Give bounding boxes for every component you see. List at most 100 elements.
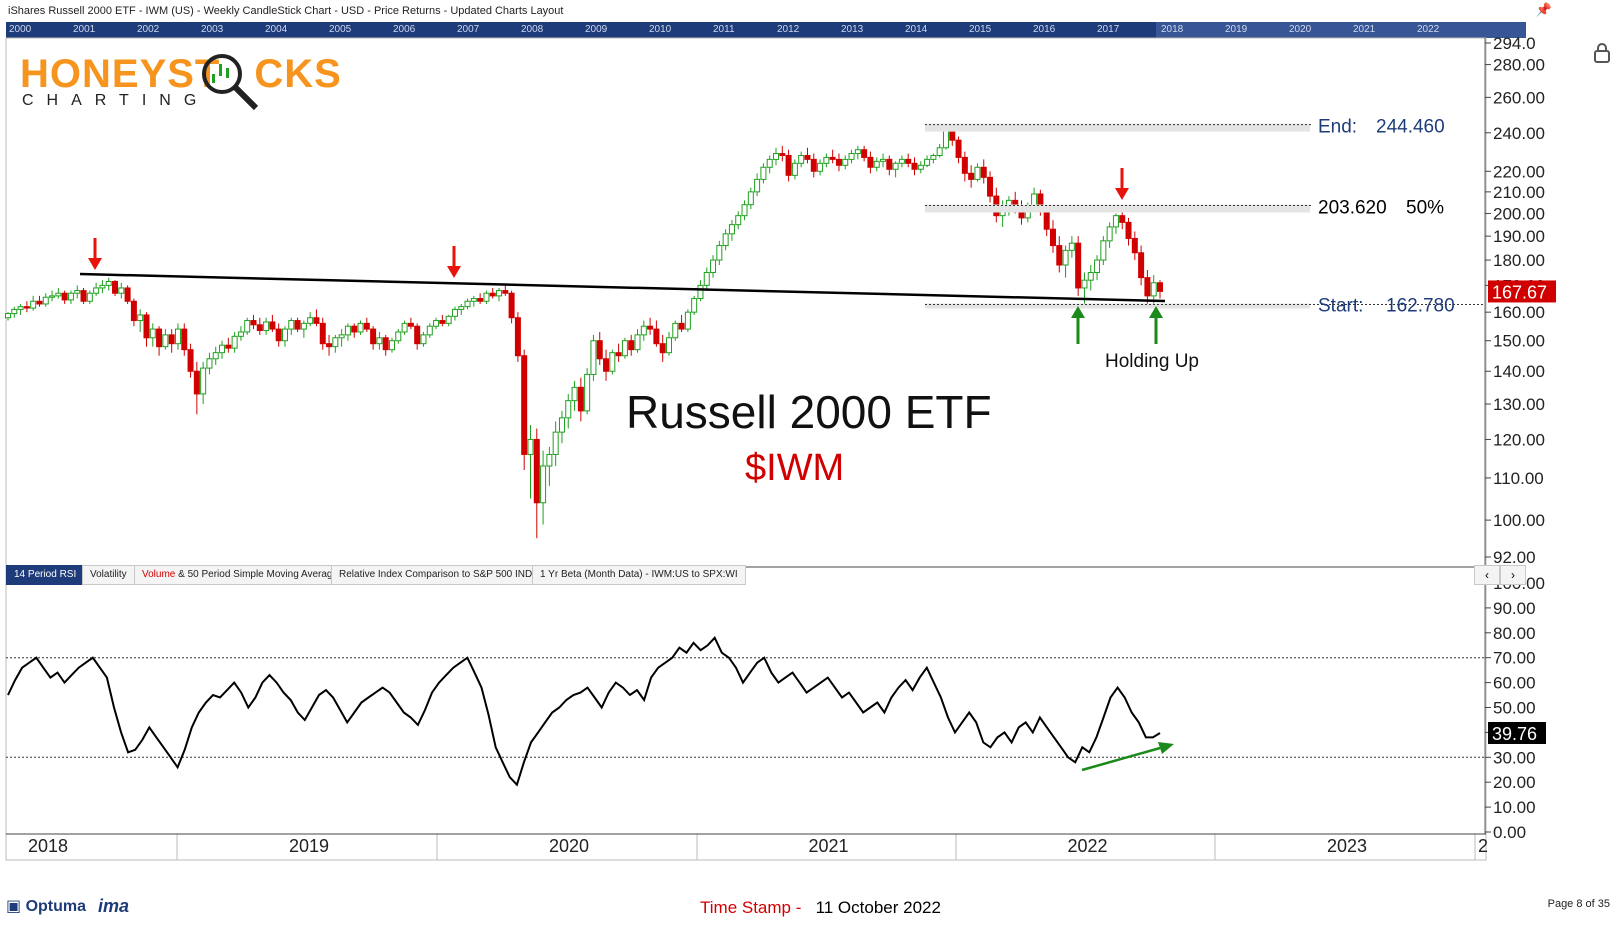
candle-body (861, 149, 868, 158)
candle-body (1112, 215, 1119, 228)
candle-body (571, 386, 578, 402)
candle-body (1068, 242, 1075, 251)
optuma-brand: Optuma (25, 898, 87, 915)
candle-body (489, 292, 496, 297)
price-axis-label: 160.00 (1493, 303, 1545, 322)
overview-year[interactable]: 2006 (393, 24, 416, 35)
candle-body (99, 284, 106, 289)
overview-timeline[interactable]: 2000 2001 2002 2003 2004 2005 2006 2007 2008 2009… (6, 22, 1526, 38)
overview-year[interactable]: 2014 (905, 24, 928, 35)
chart-ticker: $IWM (745, 447, 844, 489)
candle-body (275, 328, 282, 342)
candle-body (930, 154, 937, 160)
candle-body (621, 340, 628, 357)
candle-body (1157, 282, 1163, 292)
divergence-arrow-shaft (1081, 746, 1161, 772)
candle-body (162, 334, 169, 348)
x-axis-label: 2 (1478, 836, 1488, 856)
overview-year[interactable]: 2015 (969, 24, 992, 35)
candle-body (936, 147, 943, 156)
overview-year[interactable]: 2007 (457, 24, 480, 35)
overview-year[interactable]: 2009 (585, 24, 608, 35)
timestamp-label: Time Stamp - (700, 898, 802, 917)
overview-year[interactable]: 2019 (1225, 24, 1248, 35)
red-arrow-head (447, 266, 461, 278)
mid-value: 203.620 (1318, 198, 1387, 219)
overview-year[interactable]: 2003 (201, 24, 224, 35)
candle-body (55, 292, 62, 297)
level-band-start (925, 303, 1310, 309)
overview-year[interactable]: 2004 (265, 24, 288, 35)
overview-year[interactable]: 2013 (841, 24, 864, 35)
rsi-axis-label: 20.00 (1493, 773, 1536, 792)
lock-icon[interactable] (1592, 42, 1612, 64)
chart-title: Russell 2000 ETF (626, 386, 992, 438)
overview-year[interactable]: 2017 (1097, 24, 1120, 35)
candle-body (168, 334, 175, 345)
overview-year[interactable]: 2011 (713, 24, 735, 35)
tab-beta[interactable]: 1 Yr Beta (Month Data) - IWM:US to SPX:W… (532, 565, 746, 585)
tab-next-button[interactable]: › (1500, 565, 1526, 585)
candle-body (942, 128, 949, 149)
tab-volume[interactable]: Volume & 50 Period Simple Moving Average (134, 565, 347, 585)
candle-body (382, 337, 389, 351)
candle-body (672, 322, 679, 339)
candle-body (898, 158, 905, 164)
window-title: iShares Russell 2000 ETF - IWM (US) - We… (8, 5, 564, 17)
overview-year[interactable]: 2012 (777, 24, 800, 35)
overview-year[interactable]: 2005 (329, 24, 352, 35)
candle-body (1138, 252, 1145, 279)
candle-body (647, 325, 654, 330)
candle-body (514, 317, 521, 357)
overview-year[interactable]: 2021 (1353, 24, 1376, 35)
candle-body (640, 325, 647, 336)
candle-body (244, 320, 251, 333)
price-axis-label: 150.00 (1493, 332, 1545, 351)
tab-rsi[interactable]: 14 Period RSI (6, 565, 85, 585)
page-number: Page 8 of 35 (1547, 898, 1610, 910)
overview-year[interactable]: 2018 (1161, 24, 1184, 35)
tab-relative-index[interactable]: Relative Index Comparison to S&P 500 IND… (331, 565, 554, 585)
tab-prev-button[interactable]: ‹ (1474, 565, 1500, 585)
price-axis-label: 280.00 (1493, 56, 1545, 75)
candle-body (754, 178, 761, 193)
candle-body (225, 344, 232, 349)
overview-year[interactable]: 2016 (1033, 24, 1056, 35)
candle-body (565, 400, 572, 419)
logo-sub: CHARTING (22, 92, 210, 109)
candle-body (905, 158, 912, 164)
price-axis-label: 110.00 (1493, 469, 1544, 488)
candle-body (835, 158, 842, 166)
price-axis-label: 100.00 (1493, 511, 1545, 530)
candle-body (11, 308, 18, 315)
overview-year[interactable]: 2022 (1417, 24, 1440, 35)
overview-year[interactable]: 2010 (649, 24, 672, 35)
tab-volatility[interactable]: Volatility (82, 565, 135, 585)
candle-body (451, 308, 458, 317)
candle-body (80, 290, 87, 302)
candle-body (590, 340, 597, 375)
ima-logo: ima (98, 896, 130, 916)
overview-year[interactable]: 2002 (137, 24, 160, 35)
candle-body (294, 320, 301, 330)
overview-year[interactable]: 2020 (1289, 24, 1312, 35)
candle-body (735, 215, 742, 226)
overview-year[interactable]: 2001 (73, 24, 96, 35)
candle-body (36, 300, 43, 305)
candle-body (269, 321, 276, 330)
candle-body (1081, 279, 1088, 289)
candle-body (1062, 249, 1069, 266)
pin-icon[interactable]: 📌 (1535, 2, 1552, 17)
rsi-axis-label: 70.00 (1493, 649, 1536, 668)
candle-body (130, 300, 137, 322)
candle-body (584, 373, 591, 412)
start-label: Start: (1318, 296, 1363, 317)
overview-year[interactable]: 2000 (9, 24, 32, 35)
candle-body (332, 337, 339, 348)
overview-selection[interactable] (1156, 22, 1526, 38)
overview-year[interactable]: 2008 (521, 24, 544, 35)
candle-body (1125, 221, 1132, 239)
candle-body (401, 322, 408, 333)
candle-body (420, 334, 427, 345)
